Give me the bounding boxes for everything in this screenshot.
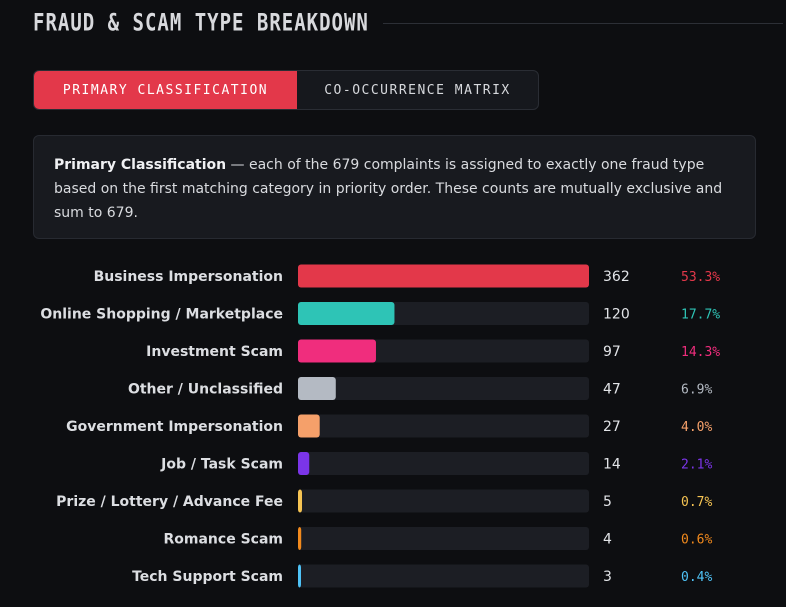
bar <box>298 452 310 475</box>
count-label: 14 <box>603 457 621 473</box>
bar-track <box>298 489 589 513</box>
percent-label: 6.9% <box>681 383 712 398</box>
info-description: — each of the 679 complaints is assigned… <box>54 157 723 221</box>
bar-track <box>298 527 589 550</box>
bar-track <box>298 377 589 400</box>
percent-label: 0.4% <box>681 570 712 585</box>
bar <box>298 339 376 363</box>
count-label: 27 <box>603 419 621 435</box>
percent-label: 4.0% <box>681 420 712 435</box>
bar <box>298 489 303 513</box>
tab-primary-classification[interactable]: PRIMARY CLASSIFICATION <box>34 71 297 109</box>
category-label: Romance Scam <box>164 532 284 548</box>
bar <box>298 564 301 588</box>
percent-label: 2.1% <box>681 458 712 473</box>
bar-track <box>298 414 589 438</box>
bar <box>298 414 320 438</box>
title-divider <box>382 22 783 24</box>
category-label: Job / Task Scam <box>160 457 283 473</box>
percent-label: 53.3% <box>681 270 720 285</box>
percent-label: 0.6% <box>681 533 712 548</box>
info-title: Primary Classification <box>54 157 227 173</box>
count-label: 4 <box>603 532 612 548</box>
bar <box>298 527 302 550</box>
bar-track <box>298 452 589 475</box>
section-header: FRAUD & SCAM TYPE BREAKDOWN <box>33 6 783 40</box>
count-label: 97 <box>603 344 621 360</box>
category-label: Business Impersonation <box>94 269 283 285</box>
count-label: 3 <box>603 569 612 585</box>
percent-label: 14.3% <box>681 345 720 360</box>
section-title: FRAUD & SCAM TYPE BREAKDOWN <box>33 9 369 37</box>
category-label: Other / Unclassified <box>128 382 283 398</box>
bar <box>298 302 395 325</box>
tab-co-occurrence-matrix[interactable]: CO-OCCURRENCE MATRIX <box>324 82 511 98</box>
count-label: 362 <box>603 269 630 285</box>
bar-track <box>298 564 589 588</box>
category-label: Prize / Lottery / Advance Fee <box>56 494 283 510</box>
bar <box>298 377 336 400</box>
bar <box>298 264 589 288</box>
count-label: 5 <box>603 494 612 510</box>
percent-label: 0.7% <box>681 495 712 510</box>
percent-label: 17.7% <box>681 308 720 323</box>
category-label: Government Impersonation <box>66 419 283 435</box>
category-label: Online Shopping / Marketplace <box>40 307 283 323</box>
category-label: Tech Support Scam <box>132 569 283 585</box>
category-label: Investment Scam <box>146 344 283 360</box>
count-label: 120 <box>603 307 630 323</box>
info-panel: Primary Classification — each of the 679… <box>33 135 756 239</box>
count-label: 47 <box>603 382 621 398</box>
view-tabs: PRIMARY CLASSIFICATION CO-OCCURRENCE MAT… <box>33 70 539 110</box>
